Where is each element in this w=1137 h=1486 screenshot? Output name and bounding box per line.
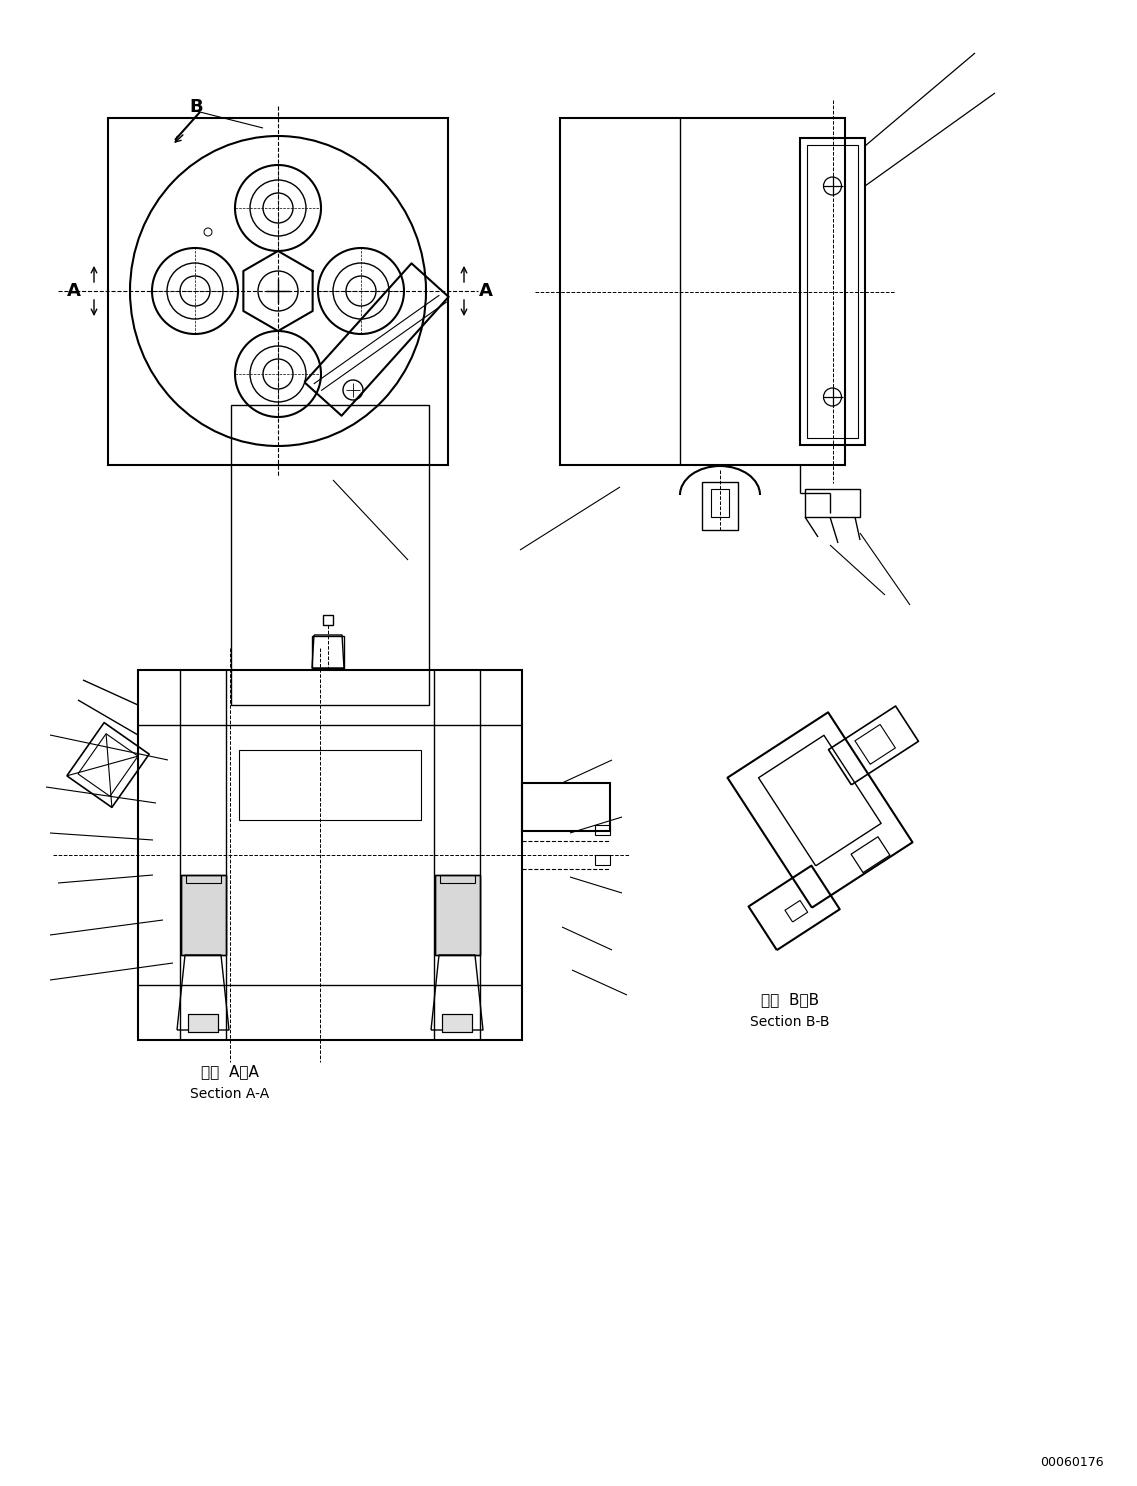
Text: B: B [189, 98, 202, 116]
Text: 断面  B－B: 断面 B－B [761, 993, 819, 1008]
Bar [522, 783, 609, 831]
Bar [442, 1013, 472, 1031]
Bar [442, 1013, 472, 1031]
Bar [595, 854, 609, 865]
Bar [440, 875, 474, 883]
Bar [239, 750, 421, 820]
Bar [188, 1013, 218, 1031]
Bar [702, 481, 738, 531]
Bar [188, 1013, 218, 1031]
Bar [323, 615, 333, 626]
Text: Section B-B: Section B-B [750, 1015, 830, 1028]
Bar [231, 406, 429, 704]
Text: A: A [67, 282, 81, 300]
Text: Section A-A: Section A-A [190, 1086, 269, 1101]
Bar [434, 875, 480, 955]
Bar [185, 875, 221, 883]
Text: 断面  A－A: 断面 A－A [201, 1064, 259, 1079]
Bar [138, 670, 522, 1040]
Text: A: A [479, 282, 493, 300]
Bar [434, 875, 480, 955]
Bar [805, 489, 860, 517]
Bar [561, 117, 845, 465]
Bar [108, 117, 448, 465]
Bar [807, 146, 858, 438]
Bar [711, 489, 729, 517]
Bar [595, 825, 609, 835]
Bar [181, 875, 225, 955]
Bar [312, 636, 345, 669]
Bar [181, 875, 225, 955]
Text: 00060176: 00060176 [1040, 1455, 1104, 1468]
Bar [800, 138, 865, 444]
